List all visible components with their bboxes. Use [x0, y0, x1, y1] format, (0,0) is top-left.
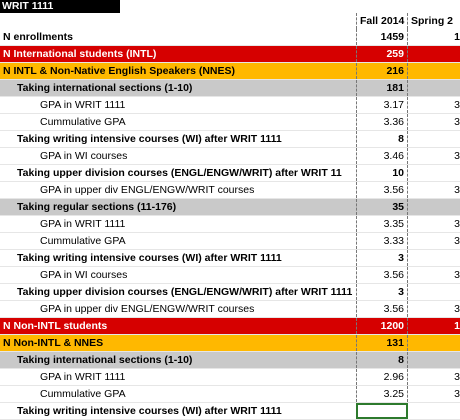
spring-value-cell[interactable]: 3 [454, 371, 460, 383]
spring-value-cell[interactable]: 3 [454, 150, 460, 162]
row-label-cell[interactable]: Taking upper division courses (ENGL/ENGW… [17, 167, 342, 179]
table-row: Taking writing intensive courses (WI) af… [0, 131, 460, 148]
selected-cell[interactable] [356, 403, 408, 419]
row-label-cell[interactable]: GPA in WRIT 1111 [40, 218, 126, 230]
row-label-cell[interactable]: N Non-INTL students [3, 320, 108, 332]
fall-2014-value-cell[interactable]: 3 [356, 250, 408, 266]
spring-value-cell[interactable]: 3 [454, 303, 460, 315]
fall-2014-value-cell[interactable]: 3.17 [356, 97, 408, 113]
fall-2014-value-cell[interactable]: 1200 [356, 318, 408, 334]
row-label-cell[interactable]: Cummulative GPA [40, 388, 126, 400]
fall-2014-value-cell[interactable]: 131 [356, 335, 408, 351]
fall-2014-value-cell[interactable]: 8 [356, 352, 408, 368]
fall-2014-value-cell[interactable]: 8 [356, 131, 408, 147]
column-header-spring[interactable]: Spring 2 [411, 15, 454, 27]
spring-value-cell[interactable]: 3 [454, 235, 460, 247]
spring-value-cell[interactable] [408, 80, 460, 96]
fall-2014-value-cell[interactable]: 3.56 [356, 301, 408, 317]
table-row: Taking international sections (1-10) 181 [0, 80, 460, 97]
table-row: GPA in WRIT 1111 3.35 3 [0, 216, 460, 233]
fall-2014-value-cell[interactable]: 10 [356, 165, 408, 181]
fall-2014-value-cell[interactable]: 1459 [356, 29, 408, 45]
table-row: Cummulative GPA 3.36 3 [0, 114, 460, 131]
spring-value-cell[interactable] [408, 335, 460, 351]
fall-2014-value-cell[interactable]: 3.36 [356, 114, 408, 130]
row-label-cell[interactable]: GPA in WI courses [40, 269, 128, 281]
row-label-cell[interactable]: N Non-INTL & NNES [3, 337, 104, 349]
spring-value-cell[interactable] [408, 63, 460, 79]
row-label-cell[interactable]: Taking regular sections (11-176) [17, 201, 177, 213]
spring-value-cell[interactable]: 3 [454, 184, 460, 196]
spring-value-cell[interactable]: 1 [454, 31, 460, 43]
fall-2014-value-cell[interactable]: 216 [356, 63, 408, 79]
table-row: N INTL & Non-Native English Speakers (NN… [0, 63, 460, 80]
table-row: Taking writing intensive courses (WI) af… [0, 403, 460, 420]
table-row: N Non-INTL & NNES 131 [0, 335, 460, 352]
spring-value-cell[interactable] [408, 352, 460, 368]
spring-value-cell[interactable] [408, 165, 460, 181]
table-row: GPA in WRIT 1111 2.96 3 [0, 369, 460, 386]
spring-value-cell[interactable]: 1 [454, 320, 460, 332]
row-label-cell[interactable]: Taking writing intensive courses (WI) af… [17, 405, 282, 417]
table-row: GPA in upper div ENGL/ENGW/WRIT courses 3… [0, 301, 460, 318]
spring-value-cell[interactable]: 3 [454, 388, 460, 400]
column-header-row: Fall 2014 Spring 2 [0, 13, 460, 29]
row-label-cell[interactable]: GPA in upper div ENGL/ENGW/WRIT courses [40, 184, 255, 196]
fall-2014-value-cell[interactable]: 3.33 [356, 233, 408, 249]
row-label-cell[interactable]: Taking international sections (1-10) [17, 354, 193, 366]
fall-2014-value-cell[interactable]: 35 [356, 199, 408, 215]
row-label-cell[interactable]: Taking writing intensive courses (WI) af… [17, 252, 282, 264]
row-label-cell[interactable]: Cummulative GPA [40, 235, 126, 247]
row-label-cell[interactable]: Cummulative GPA [40, 116, 126, 128]
fall-2014-value-cell[interactable]: 2.96 [356, 369, 408, 385]
row-label-cell[interactable]: Taking writing intensive courses (WI) af… [17, 133, 282, 145]
row-label-cell[interactable]: GPA in WRIT 1111 [40, 371, 126, 383]
table-row: GPA in WI courses 3.46 3 [0, 148, 460, 165]
spring-value-cell[interactable]: 3 [454, 269, 460, 281]
table-row: Taking upper division courses (ENGL/ENGW… [0, 165, 460, 182]
sheet-title-cell[interactable]: WRIT 1111 [0, 0, 120, 13]
table-row: Taking upper division courses (ENGL/ENGW… [0, 284, 460, 301]
spring-value-cell[interactable] [408, 199, 460, 215]
spring-value-cell[interactable]: 3 [454, 99, 460, 111]
row-label-cell[interactable]: N enrollments [3, 31, 74, 43]
spring-value-cell[interactable]: 3 [454, 218, 460, 230]
column-a-header[interactable] [0, 13, 356, 29]
spring-value-cell[interactable] [408, 403, 460, 419]
row-label-cell[interactable]: Taking international sections (1-10) [17, 82, 193, 94]
table-row: Cummulative GPA 3.33 3 [0, 233, 460, 250]
fall-2014-value-cell[interactable]: 3.56 [356, 267, 408, 283]
row-label-cell[interactable]: GPA in upper div ENGL/ENGW/WRIT courses [40, 303, 255, 315]
table-row: Taking writing intensive courses (WI) af… [0, 250, 460, 267]
column-header-fall-2014[interactable]: Fall 2014 [356, 13, 408, 29]
fall-2014-value-cell[interactable]: 3.35 [356, 216, 408, 232]
table-row: GPA in upper div ENGL/ENGW/WRIT courses 3… [0, 182, 460, 199]
fall-2014-value-cell[interactable]: 259 [356, 46, 408, 62]
table-row: GPA in WI courses 3.56 3 [0, 267, 460, 284]
row-label-cell[interactable]: N INTL & Non-Native English Speakers (NN… [3, 65, 236, 77]
spring-value-cell[interactable] [408, 250, 460, 266]
fall-2014-value-cell[interactable]: 3.46 [356, 148, 408, 164]
row-label-cell[interactable]: GPA in WRIT 1111 [40, 99, 126, 111]
table-row: Taking international sections (1-10) 8 [0, 352, 460, 369]
table-row: N International students (INTL) 259 [0, 46, 460, 63]
spring-value-cell[interactable] [408, 131, 460, 147]
fall-2014-value-cell[interactable]: 3.25 [356, 386, 408, 402]
row-label-cell[interactable]: N International students (INTL) [3, 48, 157, 60]
fall-2014-value-cell[interactable]: 3 [356, 284, 408, 300]
spring-value-cell[interactable]: 3 [454, 116, 460, 128]
row-label-cell[interactable]: GPA in WI courses [40, 150, 128, 162]
table-row: GPA in WRIT 1111 3.17 3 [0, 97, 460, 114]
fall-2014-value-cell[interactable]: 181 [356, 80, 408, 96]
spring-value-cell[interactable] [408, 46, 460, 62]
table-row: N Non-INTL students 1200 1 [0, 318, 460, 335]
spring-value-cell[interactable] [408, 284, 460, 300]
table-row: Cummulative GPA 3.25 3 [0, 386, 460, 403]
fall-2014-value-cell[interactable]: 3.56 [356, 182, 408, 198]
table-row: Taking regular sections (11-176) 35 [0, 199, 460, 216]
row-label-cell[interactable]: Taking upper division courses (ENGL/ENGW… [17, 286, 353, 298]
table-row: N enrollments 1459 1 [0, 29, 460, 46]
